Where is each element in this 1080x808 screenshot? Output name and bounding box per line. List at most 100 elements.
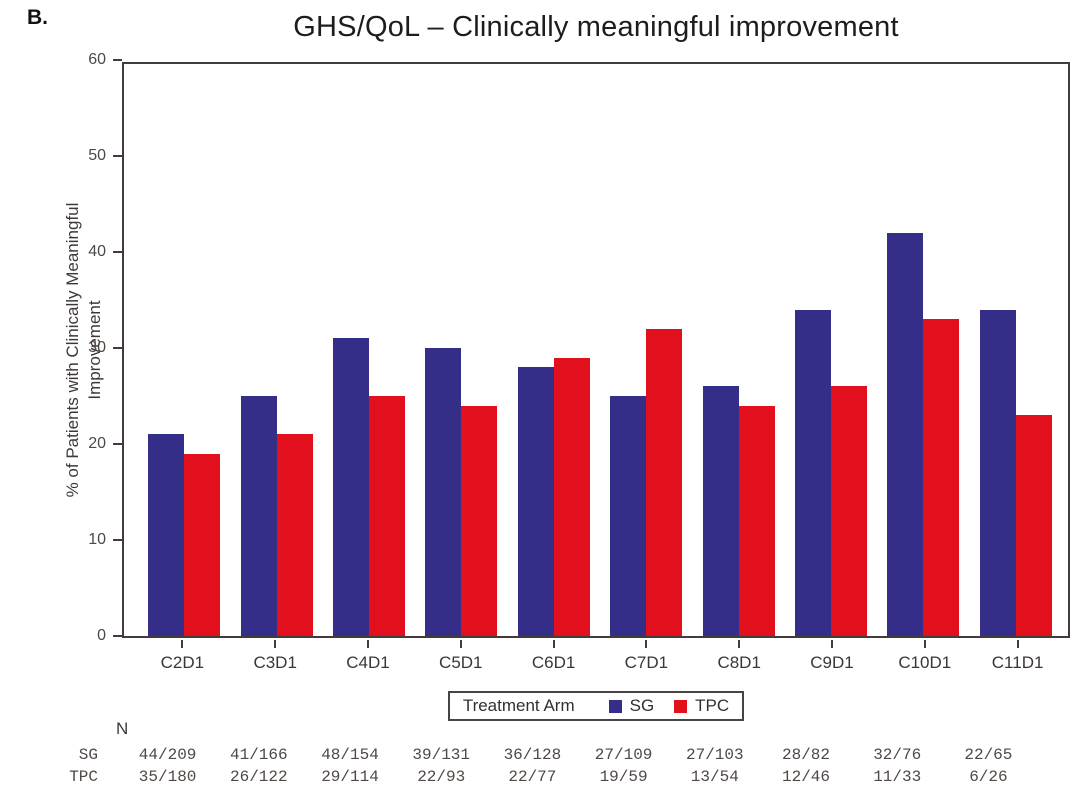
bar-sg-c3d1 bbox=[240, 396, 277, 636]
bar-tpc-c5d1 bbox=[461, 405, 498, 636]
n-value: 28/82 bbox=[781, 746, 830, 764]
bar-group-c7d1 bbox=[600, 64, 692, 636]
n-value: 44/209 bbox=[138, 746, 197, 764]
n-table: SG 44/209 41/166 48/154 39/131 36/128 27/109 27… bbox=[0, 746, 1080, 790]
x-axis-cell: C5D1 bbox=[414, 640, 507, 682]
n-value: 27/103 bbox=[685, 746, 744, 764]
x-tick-label: C11D1 bbox=[991, 653, 1044, 672]
legend-swatch-sg bbox=[608, 699, 622, 713]
x-tick-label: C7D1 bbox=[624, 653, 669, 672]
bar-sg-c5d1 bbox=[425, 348, 462, 636]
x-axis-cell: C3D1 bbox=[229, 640, 322, 682]
bar-tpc-c11d1 bbox=[1015, 415, 1052, 636]
n-value: 39/131 bbox=[412, 746, 470, 764]
plot-area: 0 10 20 30 40 50 60 bbox=[88, 51, 1070, 644]
bar-group-c10d1 bbox=[877, 64, 969, 636]
bar-sg-c7d1 bbox=[610, 396, 647, 636]
y-tick-mark bbox=[113, 443, 122, 445]
x-tick-label: C2D1 bbox=[160, 653, 205, 672]
x-tick-label: C10D1 bbox=[898, 653, 952, 672]
bars-container bbox=[124, 64, 1068, 636]
bar-tpc-c8d1 bbox=[738, 405, 775, 636]
x-axis-cell: C7D1 bbox=[600, 640, 693, 682]
x-tick-label: C6D1 bbox=[531, 653, 576, 672]
bar-sg-c11d1 bbox=[979, 309, 1016, 636]
bar-group-c9d1 bbox=[785, 64, 877, 636]
legend-label: TPC bbox=[695, 696, 730, 715]
x-tick-mark bbox=[830, 640, 833, 648]
n-table-header: N bbox=[116, 719, 129, 738]
panel-label: B. bbox=[27, 6, 48, 29]
n-value: 13/54 bbox=[690, 768, 739, 786]
legend-row: Treatment Arm SG TPC bbox=[122, 691, 1070, 721]
n-value: 48/154 bbox=[321, 746, 379, 764]
y-tick-mark bbox=[113, 251, 122, 253]
y-tick-label: 60 bbox=[88, 51, 106, 68]
bar-sg-c6d1 bbox=[517, 367, 554, 636]
bar-tpc-c7d1 bbox=[646, 328, 683, 636]
bar-tpc-c3d1 bbox=[276, 434, 313, 636]
x-tick-mark bbox=[1016, 640, 1019, 648]
y-tick-mark bbox=[113, 155, 122, 157]
bar-group-c5d1 bbox=[415, 64, 507, 636]
legend-entries: SG TPC bbox=[608, 696, 729, 716]
n-row-values: 35/180 26/122 29/114 22/93 22/77 19/59 13/54 12… bbox=[122, 768, 1034, 786]
n-value: 35/180 bbox=[138, 768, 197, 786]
x-tick-mark bbox=[366, 640, 369, 648]
x-tick-mark bbox=[738, 640, 741, 648]
bar-tpc-c9d1 bbox=[830, 386, 867, 636]
y-tick-mark bbox=[113, 59, 122, 61]
x-tick-label: C4D1 bbox=[346, 653, 390, 672]
legend-entry-sg: SG bbox=[608, 696, 654, 716]
n-value: 29/114 bbox=[321, 768, 379, 786]
x-axis-cell: C2D1 bbox=[136, 640, 229, 682]
bar-group-c11d1 bbox=[970, 64, 1062, 636]
n-value: 27/109 bbox=[594, 746, 653, 764]
x-axis-cell: C10D1 bbox=[878, 640, 971, 682]
bar-group-c6d1 bbox=[508, 64, 600, 636]
x-tick-label: C5D1 bbox=[439, 653, 483, 672]
y-tick-label: 40 bbox=[88, 243, 106, 260]
x-tick-mark bbox=[274, 640, 277, 648]
n-value: 36/128 bbox=[503, 746, 562, 764]
n-value: 26/122 bbox=[229, 768, 288, 786]
bar-tpc-c4d1 bbox=[368, 396, 405, 636]
bar-sg-c8d1 bbox=[702, 386, 739, 636]
legend-swatch-tpc bbox=[674, 699, 688, 713]
x-tick-mark bbox=[923, 640, 926, 648]
bar-group-c3d1 bbox=[230, 64, 322, 636]
bar-sg-c9d1 bbox=[794, 309, 831, 636]
x-axis-cell: C9D1 bbox=[786, 640, 879, 682]
n-value: 22/77 bbox=[508, 768, 557, 786]
n-value: 41/166 bbox=[229, 746, 288, 764]
n-row-values: 44/209 41/166 48/154 39/131 36/128 27/109 27/1… bbox=[122, 746, 1034, 764]
bar-tpc-c10d1 bbox=[923, 319, 960, 636]
n-value: 19/59 bbox=[599, 768, 648, 786]
n-value: 32/76 bbox=[873, 746, 922, 764]
bar-group-c2d1 bbox=[138, 64, 230, 636]
x-axis: C2D1 C3D1 C4D1 C5D1 C6D1 C7D1 C8D1 C9D1 C10D1 C11… bbox=[122, 640, 1070, 682]
y-tick-label: 50 bbox=[88, 147, 106, 164]
n-table-row-tpc: TPC 35/180 26/122 29/114 22/93 22/77 19/59 13/5… bbox=[0, 768, 1080, 790]
y-tick-label: 10 bbox=[88, 531, 106, 548]
bar-group-c8d1 bbox=[692, 64, 784, 636]
y-tick-label: 30 bbox=[88, 339, 106, 356]
chart-title: GHS/QoL – Clinically meaningful improvem… bbox=[293, 11, 899, 43]
n-value: 22/65 bbox=[964, 746, 1013, 764]
y-tick-mark bbox=[113, 539, 122, 541]
x-tick-mark bbox=[552, 640, 555, 648]
bar-tpc-c2d1 bbox=[184, 453, 221, 636]
n-row-label: SG bbox=[78, 746, 98, 764]
x-tick-label: C8D1 bbox=[717, 653, 761, 672]
x-axis-cell: C6D1 bbox=[507, 640, 600, 682]
legend-title: Treatment Arm bbox=[462, 696, 575, 715]
x-axis-cell: C8D1 bbox=[693, 640, 786, 682]
x-tick-mark bbox=[645, 640, 648, 648]
y-tick-label: 20 bbox=[88, 435, 106, 452]
n-value: 22/93 bbox=[417, 768, 466, 786]
legend-entry-tpc: TPC bbox=[674, 696, 729, 716]
bar-sg-c4d1 bbox=[332, 338, 369, 636]
bar-sg-c2d1 bbox=[148, 434, 185, 636]
bar-sg-c10d1 bbox=[887, 232, 924, 636]
